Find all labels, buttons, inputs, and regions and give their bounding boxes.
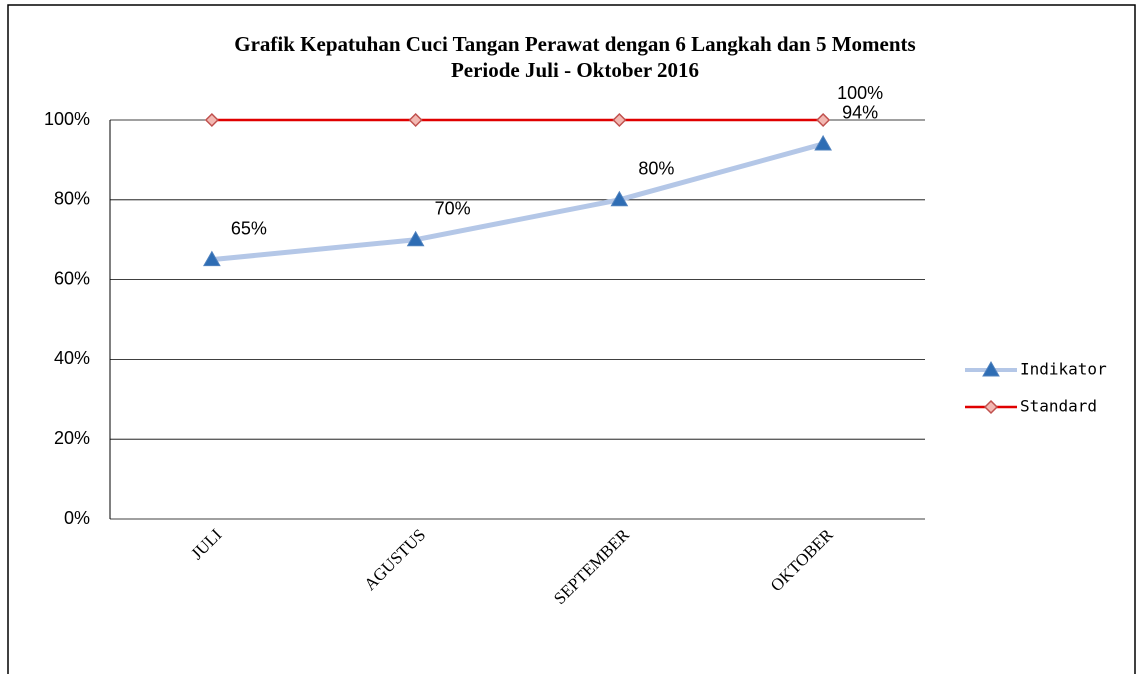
y-tick-label: 20% xyxy=(54,428,90,448)
data-label: 80% xyxy=(638,159,674,179)
y-tick-label: 40% xyxy=(54,348,90,368)
legend-marker xyxy=(982,360,1000,377)
data-point xyxy=(814,134,832,151)
data-point xyxy=(406,230,425,247)
data-point xyxy=(816,112,831,128)
data-point xyxy=(612,112,627,128)
legend-marker xyxy=(983,399,999,415)
data-point xyxy=(204,112,219,128)
data-point xyxy=(610,190,629,207)
chart-border xyxy=(7,4,1136,674)
x-tick-label: SEPTEMBER xyxy=(550,525,633,608)
data-label: 94% xyxy=(842,103,878,123)
y-tick-label: 100% xyxy=(44,109,90,129)
data-label: 100% xyxy=(837,83,883,103)
data-point xyxy=(408,112,423,128)
chart-subtitle: Periode Juli - Oktober 2016 xyxy=(451,58,699,82)
data-label: 65% xyxy=(231,218,267,238)
series-line xyxy=(211,141,824,263)
legend-label: Standard xyxy=(1020,397,1097,416)
data-label: 70% xyxy=(435,198,471,218)
x-tick-label: AGUSTUS xyxy=(360,525,429,594)
data-point xyxy=(203,250,221,267)
y-tick-label: 80% xyxy=(54,189,90,209)
x-tick-label: JULI xyxy=(187,525,225,563)
chart-title: Grafik Kepatuhan Cuci Tangan Perawat den… xyxy=(234,32,915,56)
legend-label: Indikator xyxy=(1020,360,1107,379)
y-tick-label: 0% xyxy=(64,508,90,528)
y-tick-label: 60% xyxy=(54,268,90,288)
x-tick-label: OKTOBER xyxy=(767,525,837,595)
